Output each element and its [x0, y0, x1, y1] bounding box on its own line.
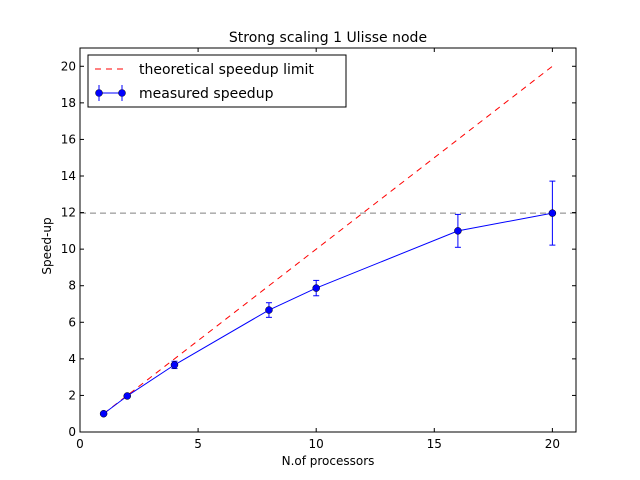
plot-area: [79, 47, 577, 433]
legend-box: [87, 54, 347, 108]
y-tick-label-18: 18: [61, 96, 76, 110]
data-point-0: [99, 409, 108, 418]
x-tick-label-20: 20: [545, 437, 560, 451]
x-axis-label: N.of processors: [282, 454, 375, 468]
x-tick-label-5: 5: [194, 437, 202, 451]
data-point-3: [265, 306, 273, 314]
series-theoretical-line: [103, 65, 553, 415]
y-tick-label-2: 2: [68, 388, 76, 402]
y-tick-label-10: 10: [61, 242, 76, 256]
data-point-2: [170, 361, 179, 369]
y-tick-label-20: 20: [61, 59, 76, 73]
y-tick-label-4: 4: [68, 352, 76, 366]
y-tick-label-12: 12: [61, 206, 76, 220]
y-tick-label-14: 14: [61, 169, 76, 183]
x-tick-label-10: 10: [309, 437, 324, 451]
y-tick-label-6: 6: [68, 315, 76, 329]
data-point-5: [454, 227, 462, 235]
data-point-4: [312, 284, 320, 292]
legend-label-measured: measured speedup: [139, 86, 274, 102]
data-point-1: [123, 392, 131, 400]
series-measured-line: [103, 212, 553, 415]
chart-title: Strong scaling 1 Ulisse node: [229, 30, 427, 46]
legend: theoretical speedup limit measured speed…: [87, 54, 347, 108]
y-tick-label-8: 8: [68, 279, 76, 293]
legend-label-theoretical: theoretical speedup limit: [139, 62, 314, 78]
x-tick-label-15: 15: [427, 437, 442, 451]
y-axis-label: Speed-up: [40, 217, 54, 274]
y-tick-label-16: 16: [61, 132, 76, 146]
x-tick-label-0: 0: [76, 437, 84, 451]
y-tick-label-0: 0: [68, 425, 76, 439]
data-point-6: [548, 209, 557, 217]
